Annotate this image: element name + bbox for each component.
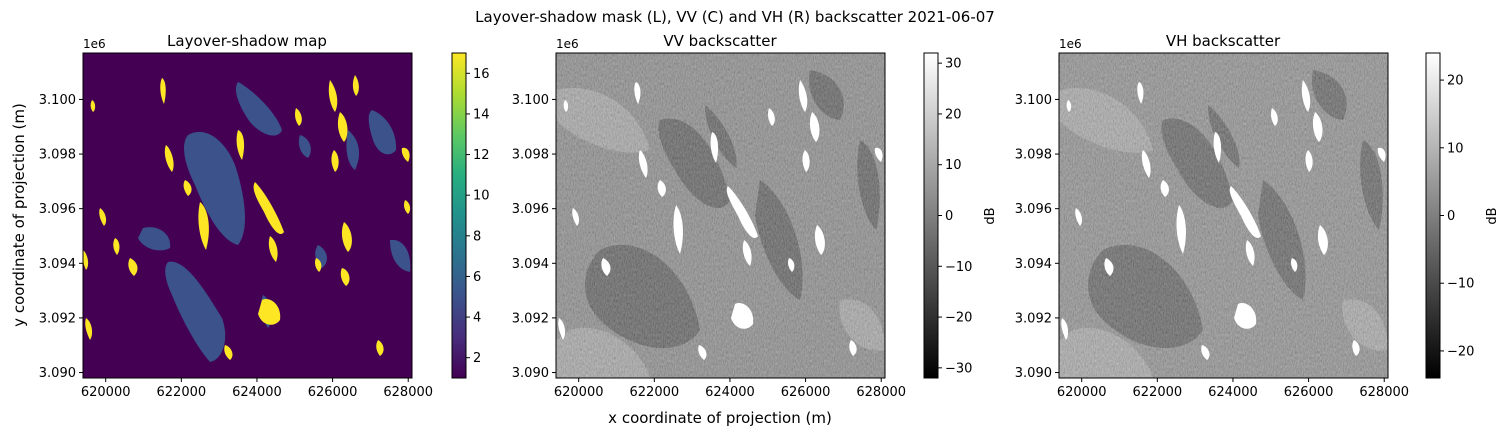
figure-x-label: x coordinate of projection (m) — [608, 409, 832, 427]
colorbar-tick-label: 10 — [945, 158, 962, 173]
y-offset-label: 1e6 — [83, 37, 106, 51]
axes-frame — [555, 52, 886, 379]
colorbar-tick-label: 0 — [945, 209, 953, 224]
panel-title: VH backscatter — [1166, 32, 1281, 50]
x-tick-label: 628000 — [383, 385, 433, 400]
y-tick-label: 3.092 — [512, 311, 549, 326]
y-tick-label: 3.096 — [1015, 202, 1052, 217]
heatmap-image — [83, 53, 412, 378]
x-tick-label: 622000 — [157, 385, 207, 400]
colorbar-ticks: 2 4 6 8 10 12 14 16 — [466, 67, 490, 366]
axes-frame — [82, 52, 413, 379]
x-tick-label: 622000 — [1133, 385, 1183, 400]
y-tick-label: 3.096 — [512, 202, 549, 217]
colorbar-label: dB — [983, 207, 998, 224]
colorbar-ramp — [1425, 52, 1441, 379]
y-offset-label: 1e6 — [556, 37, 579, 51]
y-tick-label: 3.090 — [512, 366, 549, 381]
y-tick-label: 3.100 — [1015, 93, 1052, 108]
panel-title: VV backscatter — [663, 32, 777, 50]
y-axis-ticks: 3.090 3.092 3.094 3.096 3.098 3.100 — [39, 93, 83, 381]
panel-layover-shadow: Layover-shadow map 1e6 — [39, 32, 433, 400]
axes-frame — [1058, 52, 1389, 379]
colorbar-ticks: −30 −20 −10 0 10 20 30 — [938, 57, 972, 376]
colorbar-tick-label: 16 — [473, 67, 490, 82]
x-axis-ticks: 620000 622000 624000 626000 628000 — [81, 378, 433, 400]
colorbar-tick-label: −30 — [945, 361, 972, 376]
colorbar-tick-label: 0 — [1447, 209, 1455, 224]
colorbar-tick-label: 10 — [473, 189, 490, 204]
y-tick-label: 3.100 — [39, 93, 76, 108]
x-tick-label: 624000 — [232, 385, 282, 400]
y-tick-label: 3.092 — [39, 311, 76, 326]
y-axis-ticks: 3.090 3.092 3.094 3.096 3.098 3.100 — [512, 93, 556, 381]
y-tick-label: 3.094 — [512, 257, 549, 272]
colorbar-ramp — [923, 52, 939, 379]
panel-vh-backscatter: VH backscatter 1e6 — [1015, 32, 1409, 400]
x-tick-label: 622000 — [630, 385, 680, 400]
x-tick-label: 624000 — [705, 385, 755, 400]
colorbar-tick-label: −20 — [1447, 344, 1474, 359]
heatmap-image — [556, 53, 885, 378]
y-tick-label: 3.098 — [512, 148, 549, 163]
x-tick-label: 626000 — [308, 385, 358, 400]
x-tick-label: 620000 — [81, 385, 131, 400]
colorbar-tick-label: 2 — [473, 351, 481, 366]
y-tick-label: 3.094 — [1015, 257, 1052, 272]
x-tick-label: 626000 — [781, 385, 831, 400]
y-tick-label: 3.098 — [1015, 148, 1052, 163]
colorbar-tick-label: 4 — [473, 311, 481, 326]
x-tick-label: 624000 — [1208, 385, 1258, 400]
y-offset-label: 1e6 — [1059, 37, 1082, 51]
colorbar-tick-label: 12 — [473, 148, 490, 163]
colorbar-tick-label: −10 — [945, 260, 972, 275]
colorbar-layover: 2 4 6 8 10 12 14 16 — [451, 52, 490, 379]
x-tick-label: 620000 — [554, 385, 604, 400]
x-axis-ticks: 620000 622000 624000 626000 628000 — [1057, 378, 1409, 400]
y-tick-label: 3.098 — [39, 148, 76, 163]
colorbar-ramp — [451, 52, 467, 379]
figure-suptitle: Layover-shadow mask (L), VV (C) and VH (… — [475, 8, 995, 26]
y-axis-ticks: 3.090 3.092 3.094 3.096 3.098 3.100 — [1015, 93, 1059, 381]
colorbar-tick-label: 6 — [473, 270, 481, 285]
x-tick-label: 628000 — [1359, 385, 1409, 400]
y-tick-label: 3.090 — [39, 366, 76, 381]
heatmap-image — [1059, 53, 1388, 378]
x-tick-label: 620000 — [1057, 385, 1107, 400]
colorbar-tick-label: 20 — [945, 107, 962, 122]
colorbar-vh: −20 −10 0 10 20 dB — [1425, 52, 1500, 379]
colorbar-label: dB — [1485, 207, 1500, 224]
panel-vv-backscatter: VV backscatter 1e6 — [512, 32, 906, 400]
figure-y-label: y coordinate of projection (m) — [10, 103, 28, 327]
colorbar-tick-label: −10 — [1447, 277, 1474, 292]
x-axis-ticks: 620000 622000 624000 626000 628000 — [554, 378, 906, 400]
y-tick-label: 3.100 — [512, 93, 549, 108]
x-tick-label: 628000 — [856, 385, 906, 400]
colorbar-tick-label: 14 — [473, 107, 490, 122]
y-tick-label: 3.094 — [39, 257, 76, 272]
y-tick-label: 3.090 — [1015, 366, 1052, 381]
colorbar-tick-label: −20 — [945, 311, 972, 326]
colorbar-tick-label: 30 — [945, 57, 962, 72]
colorbar-tick-label: 8 — [473, 229, 481, 244]
panel-title: Layover-shadow map — [167, 32, 327, 50]
colorbar-ticks: −20 −10 0 10 20 — [1440, 74, 1474, 359]
colorbar-tick-label: 10 — [1447, 141, 1464, 156]
colorbar-tick-label: 20 — [1447, 74, 1464, 89]
y-tick-label: 3.096 — [39, 202, 76, 217]
colorbar-vv: −30 −20 −10 0 10 20 30 dB — [923, 52, 998, 379]
x-tick-label: 626000 — [1284, 385, 1334, 400]
y-tick-label: 3.092 — [1015, 311, 1052, 326]
